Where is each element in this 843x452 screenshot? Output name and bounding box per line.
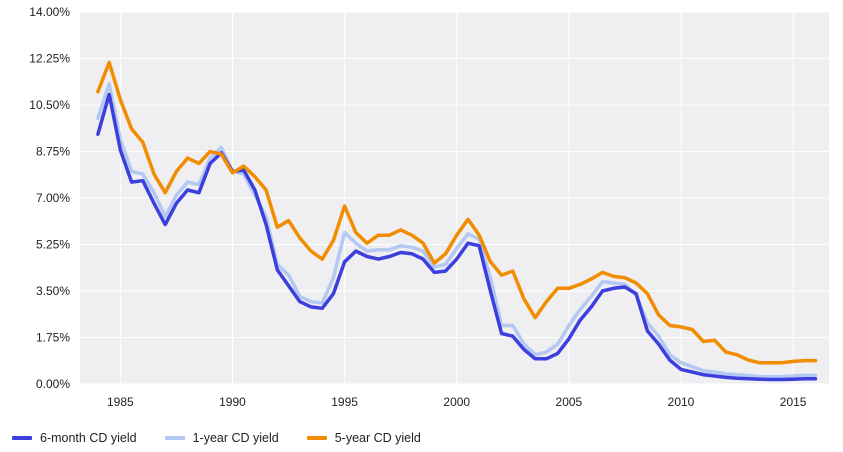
legend-label-6-month: 6-month CD yield bbox=[40, 431, 137, 445]
series-line-5-year bbox=[96, 60, 818, 365]
x-tick-label: 1985 bbox=[107, 395, 134, 409]
legend-swatch-1-year bbox=[164, 436, 185, 440]
x-tick-label: 2000 bbox=[443, 395, 470, 409]
gridlines bbox=[80, 11, 829, 385]
y-tick-label: 12.25% bbox=[29, 52, 70, 66]
legend: 6-month CD yield 1-year CD yield 5-year … bbox=[12, 431, 449, 445]
legend-swatch-6-month bbox=[12, 436, 32, 440]
x-tick-label: 2015 bbox=[780, 395, 807, 409]
legend-item-6-month: 6-month CD yield bbox=[12, 431, 137, 445]
y-axis: 0.00% 1.75% 3.50% 5.25% 7.00% 8.75% 10.50% 12.2… bbox=[29, 5, 70, 391]
y-tick-label: 14.00% bbox=[29, 5, 70, 19]
x-tick-label: 1990 bbox=[219, 395, 246, 409]
legend-item-1-year: 1-year CD yield bbox=[164, 431, 279, 445]
legend-label-1-year: 1-year CD yield bbox=[192, 431, 279, 445]
x-tick-label: 1995 bbox=[331, 395, 358, 409]
y-tick-label: 10.50% bbox=[29, 98, 70, 112]
series-lines bbox=[96, 60, 818, 382]
x-axis: 1985 1990 1995 2000 2005 2010 2015 bbox=[107, 395, 807, 409]
series-line-1-year bbox=[96, 81, 818, 379]
x-tick-label: 2005 bbox=[556, 395, 583, 409]
y-tick-label: 8.75% bbox=[36, 145, 70, 159]
legend-label-5-year: 5-year CD yield bbox=[334, 431, 421, 445]
y-tick-label: 5.25% bbox=[36, 238, 70, 252]
y-tick-label: 0.00% bbox=[36, 377, 70, 391]
legend-swatch-5-year bbox=[306, 436, 327, 440]
legend-item-5-year: 5-year CD yield bbox=[306, 431, 421, 445]
y-tick-label: 3.50% bbox=[36, 284, 70, 298]
x-tick-label: 2010 bbox=[668, 395, 695, 409]
series-line-6-month bbox=[96, 92, 818, 382]
y-tick-label: 1.75% bbox=[36, 331, 70, 345]
y-tick-label: 7.00% bbox=[36, 191, 70, 205]
